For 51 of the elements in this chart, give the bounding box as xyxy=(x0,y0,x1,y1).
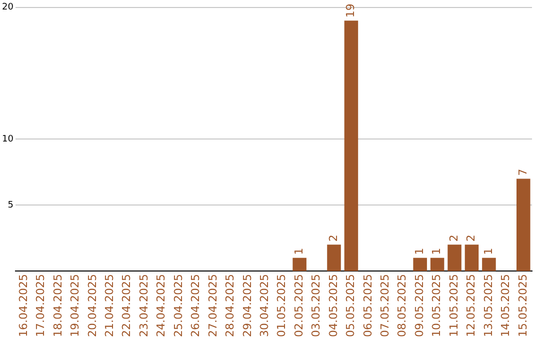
bar xyxy=(516,178,530,272)
bar xyxy=(344,20,358,272)
data-label: 2 xyxy=(464,234,478,242)
y-tick-label: 20 xyxy=(2,2,14,13)
x-tick-label: 08.05.2025 xyxy=(396,274,409,338)
x-tick-label: 13.05.2025 xyxy=(482,274,495,338)
x-tick-label: 29.04.2025 xyxy=(240,274,254,338)
x-tick-label: 18.04.2025 xyxy=(51,274,64,338)
y-tick-label: 10 xyxy=(2,134,14,145)
x-tick-label: 24.04.2025 xyxy=(154,274,168,338)
x-tick-label: 11.05.2025 xyxy=(447,274,460,338)
x-tick-label: 23.04.2025 xyxy=(137,274,150,338)
x-tick-label: 01.05.2025 xyxy=(275,274,288,338)
data-label: 1 xyxy=(482,248,495,255)
x-tick-label: 10.05.2025 xyxy=(430,274,444,338)
data-label: 1 xyxy=(430,248,444,255)
x-tick-label: 06.05.2025 xyxy=(361,274,374,338)
bar xyxy=(327,244,341,272)
x-tick-label: 03.05.2025 xyxy=(310,274,323,338)
data-label: 1 xyxy=(412,248,426,255)
data-label: 2 xyxy=(447,234,460,242)
x-tick-label: 25.04.2025 xyxy=(172,274,185,338)
data-label: 1 xyxy=(292,248,306,255)
x-tick-label: 15.05.2025 xyxy=(516,274,530,338)
y-tick-label: 5 xyxy=(8,200,14,210)
x-tick-label: 02.05.2025 xyxy=(292,274,306,338)
data-label: 2 xyxy=(326,234,340,242)
x-tick-label: 30.04.2025 xyxy=(258,274,271,338)
x-tick-label: 19.04.2025 xyxy=(68,274,82,338)
bar xyxy=(292,258,306,272)
bar xyxy=(464,244,479,272)
bar xyxy=(430,258,444,272)
x-tick-label: 28.04.2025 xyxy=(224,274,237,338)
data-label: 7 xyxy=(516,168,530,176)
x-tick-label: 09.05.2025 xyxy=(412,274,426,338)
x-tick-label: 27.04.2025 xyxy=(206,274,220,338)
bar xyxy=(482,258,496,272)
x-tick-label: 14.05.2025 xyxy=(499,274,512,338)
x-tick-label: 04.05.2025 xyxy=(326,274,340,338)
x-tick-label: 20.04.2025 xyxy=(86,274,99,338)
x-tick-label: 07.05.2025 xyxy=(378,274,392,338)
x-tick-label: 21.04.2025 xyxy=(103,274,116,338)
x-tick-label: 12.05.2025 xyxy=(464,274,478,338)
data-label: 19 xyxy=(344,4,358,18)
bar xyxy=(413,258,427,272)
bar xyxy=(448,244,462,272)
x-tick-label: 26.04.2025 xyxy=(189,274,202,338)
x-tick-label: 16.04.2025 xyxy=(16,274,30,338)
x-tick-label: 05.05.2025 xyxy=(344,274,358,338)
x-tick-label: 22.04.2025 xyxy=(120,274,134,338)
x-tick-label: 17.04.2025 xyxy=(34,274,48,338)
